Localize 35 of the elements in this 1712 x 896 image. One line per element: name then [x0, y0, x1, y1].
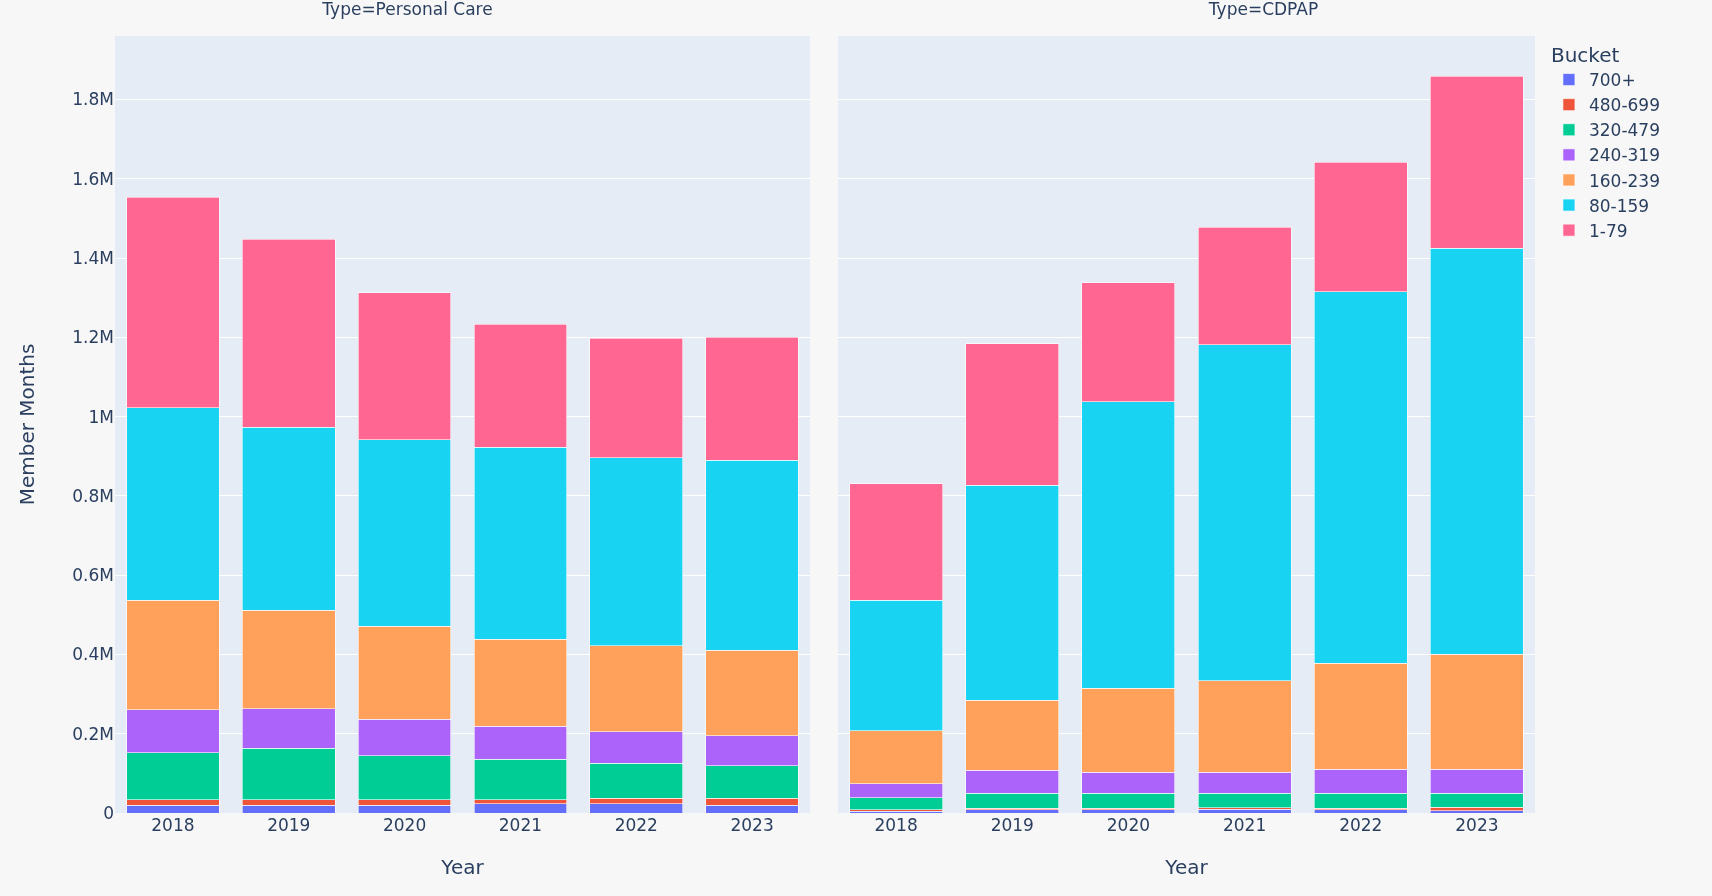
y-tick-label: 0: [103, 802, 114, 823]
x-tick-label: 2021: [498, 815, 543, 835]
y-tick-label: 1.6M: [72, 168, 114, 189]
legend-title: Bucket: [1550, 43, 1620, 67]
legend-label: 1-79: [1588, 220, 1628, 241]
x-tick-label: 2019: [990, 815, 1034, 835]
y-tick-label: 1.4M: [72, 247, 114, 268]
legend-label: 160-239: [1588, 170, 1660, 191]
y-axis-title: Member Months: [14, 343, 39, 506]
y-tick-label: 1.8M: [72, 89, 114, 110]
x-tick-label: 2019: [267, 815, 311, 835]
x-tick-label: 2018: [151, 815, 195, 835]
legend-label: 480-699: [1588, 95, 1660, 116]
legend-label: 320-479: [1588, 120, 1660, 141]
x-axis-title: Year: [440, 854, 485, 879]
y-tick-label: 1.2M: [72, 327, 114, 348]
x-tick-label: 2018: [874, 815, 918, 835]
x-tick-label: 2023: [1455, 815, 1499, 835]
y-tick-label: 0.6M: [72, 565, 114, 586]
x-tick-label: 2021: [1222, 815, 1267, 835]
y-tick-label: 0.2M: [72, 723, 114, 744]
x-axis-title: Year: [1164, 854, 1209, 879]
chart-title: Type=Personal Care: [321, 0, 493, 19]
y-tick-label: 0.4M: [72, 644, 114, 665]
chart-title: Type=CDPAP: [1207, 0, 1319, 19]
legend-label: 80-159: [1588, 195, 1650, 216]
x-tick-label: 2020: [1106, 815, 1151, 835]
x-tick-label: 2022: [1339, 815, 1383, 835]
legend-label: 700+: [1588, 70, 1636, 91]
x-tick-label: 2022: [614, 815, 658, 835]
x-tick-label: 2020: [382, 815, 427, 835]
y-tick-label: 0.8M: [72, 485, 114, 506]
x-tick-label: 2023: [730, 815, 774, 835]
y-tick-label: 1M: [88, 406, 114, 427]
legend-label: 240-319: [1588, 145, 1660, 166]
